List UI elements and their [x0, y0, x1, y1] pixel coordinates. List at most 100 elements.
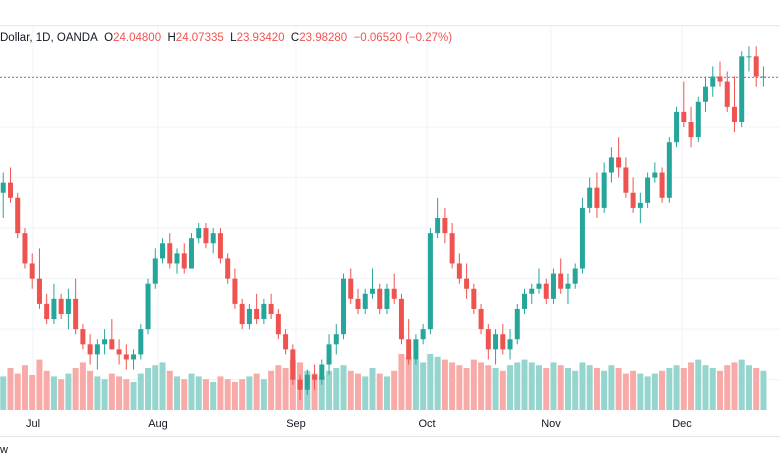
volume-bar: [412, 359, 419, 410]
volume-bar: [210, 382, 217, 410]
high-value: 24.07335: [175, 32, 224, 44]
candle-body: [652, 172, 658, 178]
volume-bar: [666, 368, 673, 410]
candle-body: [246, 308, 252, 325]
volume-bar: [709, 368, 716, 410]
candle-body: [210, 233, 216, 244]
candle-body: [464, 278, 470, 289]
candle-body: [500, 334, 506, 350]
candle-body: [377, 288, 383, 309]
candle-body: [478, 308, 484, 330]
candle-body: [637, 202, 643, 208]
candle-body: [442, 218, 448, 234]
volume-bar: [50, 376, 57, 410]
candlestick-chart[interactable]: [0, 0, 780, 412]
volume-bar: [434, 356, 441, 410]
candle-body: [587, 187, 593, 208]
candle-body: [550, 273, 556, 299]
candle-body: [645, 177, 651, 203]
candle-body: [109, 339, 115, 350]
candle-body: [174, 253, 180, 264]
candle-body: [283, 334, 289, 350]
candle-body: [348, 278, 354, 299]
volume-bar: [622, 373, 629, 410]
volume-bar: [202, 379, 209, 410]
change-value: −0.06520 (−0.27%): [353, 32, 453, 44]
volume-bar: [398, 354, 405, 410]
volume-bar: [217, 376, 224, 410]
volume-bar: [376, 373, 383, 410]
candle-body: [427, 233, 433, 330]
candle-body: [304, 374, 310, 390]
candle-body: [0, 182, 6, 193]
candle-body: [543, 283, 549, 299]
candle-body: [594, 187, 600, 208]
candle-body: [710, 76, 716, 87]
candle-body: [739, 56, 745, 122]
volume-bar: [123, 379, 130, 410]
volume-bar: [702, 365, 709, 410]
volume-bar: [738, 359, 745, 410]
volume-bar: [246, 376, 253, 410]
volume-bar: [470, 359, 477, 410]
candle-body: [485, 329, 491, 350]
candle-body: [731, 106, 737, 122]
volume-bar: [239, 379, 246, 410]
candle-body: [724, 81, 730, 107]
volume-bar: [347, 370, 354, 410]
candle-body: [493, 334, 499, 350]
candle-body: [152, 258, 158, 284]
candle-body: [73, 298, 79, 330]
candle-body: [760, 76, 766, 78]
volume-bar: [717, 370, 723, 410]
volume-bar: [362, 376, 369, 410]
candle-body: [355, 298, 361, 309]
volume-bar: [528, 362, 535, 410]
candle-body: [261, 303, 267, 320]
time-axis[interactable]: Jul Aug Sep Oct Nov Dec: [0, 412, 780, 436]
volume-bar: [615, 368, 622, 410]
candle-body: [753, 56, 759, 77]
volume-bar: [72, 368, 79, 410]
volume-bar: [145, 368, 152, 410]
candle-body: [449, 233, 455, 264]
open-label: O: [104, 32, 114, 44]
volume-bar: [572, 370, 579, 410]
candle-body: [558, 273, 564, 289]
volume-bar: [637, 373, 644, 410]
high-label: H: [167, 32, 176, 44]
volume-bar: [536, 365, 542, 410]
candle-body: [94, 344, 100, 355]
volume-bar: [340, 365, 347, 410]
candle-body: [123, 354, 129, 360]
candle-body: [514, 308, 520, 340]
volume-bar: [21, 365, 28, 410]
volume-bar: [318, 376, 325, 410]
volume-bar: [543, 368, 550, 410]
candle-body: [579, 207, 585, 269]
volume-bar: [608, 365, 615, 410]
candle-body: [58, 298, 64, 314]
volume-bar: [557, 365, 564, 410]
volume-bar: [724, 365, 731, 410]
candle-body: [80, 329, 86, 345]
open-value: 24.04800: [113, 32, 162, 44]
candle-body: [695, 101, 701, 138]
volume-bar: [282, 368, 289, 410]
symbol-label: Dollar, 1D, OANDA: [0, 32, 98, 44]
candle-body: [254, 308, 260, 320]
x-tick-label: Oct: [418, 418, 436, 430]
candle-body: [203, 228, 209, 244]
candle-body: [522, 293, 528, 309]
x-tick-label: Aug: [148, 418, 168, 430]
volume-bar: [383, 376, 390, 410]
candle-body: [420, 329, 426, 340]
candle-body: [572, 268, 578, 284]
volume-bar: [87, 370, 94, 410]
volume-bar: [101, 379, 108, 410]
candle-body: [717, 76, 723, 82]
candle-body: [167, 243, 173, 264]
candles: [0, 46, 766, 400]
candle-body: [51, 298, 57, 320]
